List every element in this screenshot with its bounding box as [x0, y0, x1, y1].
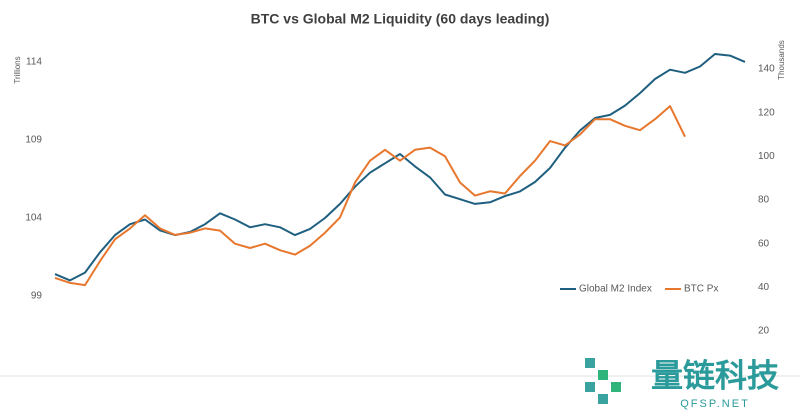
- y2-tick-label: 80: [758, 195, 770, 206]
- y-tick-label: 109: [25, 135, 42, 146]
- legend-label: Global M2 Index: [579, 284, 652, 295]
- y2-tick-label: 140: [758, 64, 775, 75]
- y-tick-label: 114: [26, 56, 42, 67]
- y2-tick-label: 100: [758, 151, 775, 162]
- legend-label: BTC Px: [684, 284, 718, 295]
- series-line: [54, 105, 686, 287]
- watermark-url: QFSP.NET: [680, 398, 750, 410]
- y-axis-title: Trillions: [13, 56, 22, 83]
- y2-axis-title: Thousands: [777, 40, 786, 80]
- chart-title: BTC vs Global M2 Liquidity (60 days lead…: [251, 11, 550, 27]
- y2-tick-label: 20: [758, 326, 770, 337]
- y-tick-label: 99: [31, 291, 43, 302]
- watermark-text: 量链科技: [651, 357, 779, 393]
- y-tick-label: 104: [25, 213, 42, 224]
- watermark-logo: [585, 358, 621, 404]
- y2-tick-label: 120: [758, 107, 775, 118]
- series-line: [54, 53, 746, 282]
- y2-tick-label: 40: [758, 282, 770, 293]
- y2-tick-label: 60: [758, 238, 770, 249]
